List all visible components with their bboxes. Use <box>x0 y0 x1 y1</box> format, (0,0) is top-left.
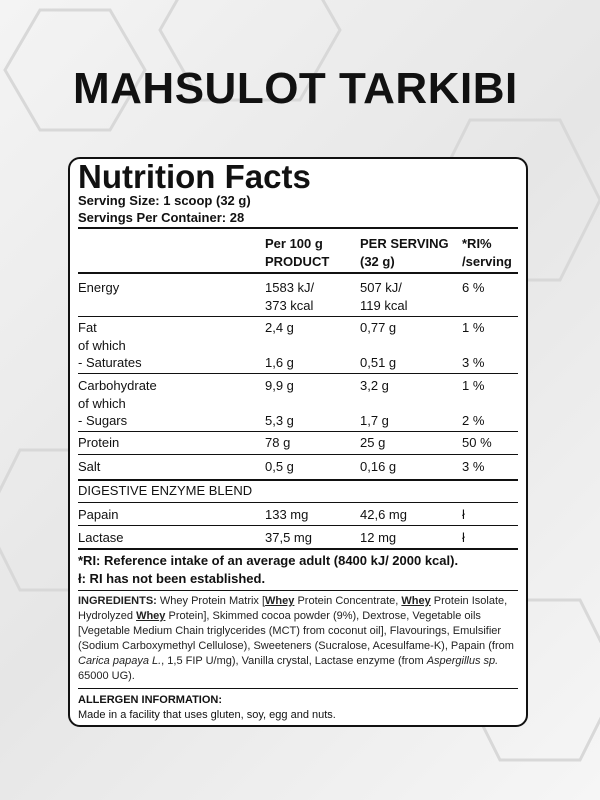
row-value: 119 kcal <box>360 297 408 313</box>
column-header: PER SERVING <box>360 236 449 251</box>
rule <box>78 502 518 503</box>
row-value: 133 mg <box>265 507 309 522</box>
row-value: 1 % <box>462 378 485 393</box>
rule <box>78 688 518 689</box>
label-title: Nutrition Facts <box>78 158 311 195</box>
rule <box>78 479 518 481</box>
row-value: ł <box>462 507 465 522</box>
ingredient-text: Whey <box>136 610 166 622</box>
row-value: 1 % <box>462 320 485 335</box>
row-value: 37,5 mg <box>265 530 312 545</box>
row-label: Papain <box>78 507 119 522</box>
row-value: 3 % <box>462 459 485 474</box>
column-header: (32 g) <box>360 253 395 269</box>
ingredient-text: Aspergillus sp. <box>426 655 499 667</box>
ingredient-text: Whey Protein Matrix [ <box>156 595 266 607</box>
row-value: 1,6 g <box>265 355 294 370</box>
row-value: 25 g <box>360 435 386 450</box>
rule <box>78 454 518 455</box>
ingredient-text: Protein], Skimmed cocoa powder (9%), Dex… <box>78 610 514 652</box>
allergen-title: ALLERGEN INFORMATION: <box>78 694 223 706</box>
row-label: Salt <box>78 459 101 474</box>
column-header: /serving <box>462 253 512 269</box>
row-value: 5,3 g <box>265 413 294 428</box>
ingredient-text: Carica papaya L. <box>78 655 162 667</box>
ingredient-text: INGREDIENTS: <box>78 595 157 607</box>
rule <box>78 525 518 526</box>
row-label: Fat <box>78 320 97 335</box>
row-label: - Sugars <box>78 413 128 428</box>
rule <box>78 272 518 274</box>
ingredient-text: Whey <box>401 595 431 607</box>
servings-per-container: Servings Per Container: 28 <box>78 210 245 225</box>
nutrition-panel <box>68 157 528 727</box>
row-label: of which <box>78 337 126 353</box>
row-value: 1583 kJ/ <box>265 280 315 295</box>
ingredients: INGREDIENTS: Whey Protein Matrix [Whey P… <box>78 594 518 684</box>
rule <box>78 227 518 229</box>
rule <box>78 373 518 374</box>
ingredient-text: , 1,5 FIP U/mg), Vanilla crystal, Lactas… <box>161 655 427 667</box>
ingredient-text: 65000 UG). <box>78 670 135 682</box>
row-value: 2 % <box>462 413 485 428</box>
row-value: 0,16 g <box>360 459 397 474</box>
ingredient-text: Protein Isolate, Hydrolyzed <box>78 595 508 622</box>
row-value: 507 kJ/ <box>360 280 402 295</box>
row-value: 373 kcal <box>265 297 314 313</box>
rule <box>78 590 518 591</box>
row-value: 50 % <box>462 435 492 450</box>
footnote: ł: RI has not been established. <box>78 571 266 586</box>
row-value: 1,7 g <box>360 413 389 428</box>
row-value: 9,9 g <box>265 378 294 393</box>
column-header: Per 100 g <box>265 236 323 251</box>
row-label: of which <box>78 395 126 411</box>
row-value: 0,77 g <box>360 320 397 335</box>
row-label: - Saturates <box>78 355 142 370</box>
row-label: DIGESTIVE ENZYME BLEND <box>78 483 253 498</box>
row-label: Lactase <box>78 530 124 545</box>
row-value: 3,2 g <box>360 378 389 393</box>
allergen-text: Made in a facility that uses gluten, soy… <box>78 709 336 721</box>
rule <box>78 431 518 432</box>
footnote: *RI: Reference intake of an average adul… <box>78 553 459 568</box>
column-header: PRODUCT <box>265 253 330 269</box>
serving-size: Serving Size: 1 scoop (32 g) <box>78 193 251 208</box>
ingredient-text: Protein Concentrate, <box>294 595 402 607</box>
column-header: *RI% <box>462 236 492 251</box>
row-value: 0,51 g <box>360 355 397 370</box>
row-value: ł <box>462 530 465 545</box>
row-label: Energy <box>78 280 120 295</box>
row-value: 0,5 g <box>265 459 294 474</box>
page-title: MAHSULOT TARKIBI <box>73 64 518 113</box>
row-value: 12 mg <box>360 530 397 545</box>
rule <box>78 316 518 317</box>
row-label: Carbohydrate <box>78 378 157 393</box>
row-label: Protein <box>78 435 120 450</box>
ingredient-text: Whey <box>265 595 295 607</box>
row-value: 2,4 g <box>265 320 294 335</box>
rule <box>78 548 518 550</box>
row-value: 3 % <box>462 355 485 370</box>
row-value: 6 % <box>462 280 485 295</box>
row-value: 78 g <box>265 435 291 450</box>
row-value: 42,6 mg <box>360 507 407 522</box>
